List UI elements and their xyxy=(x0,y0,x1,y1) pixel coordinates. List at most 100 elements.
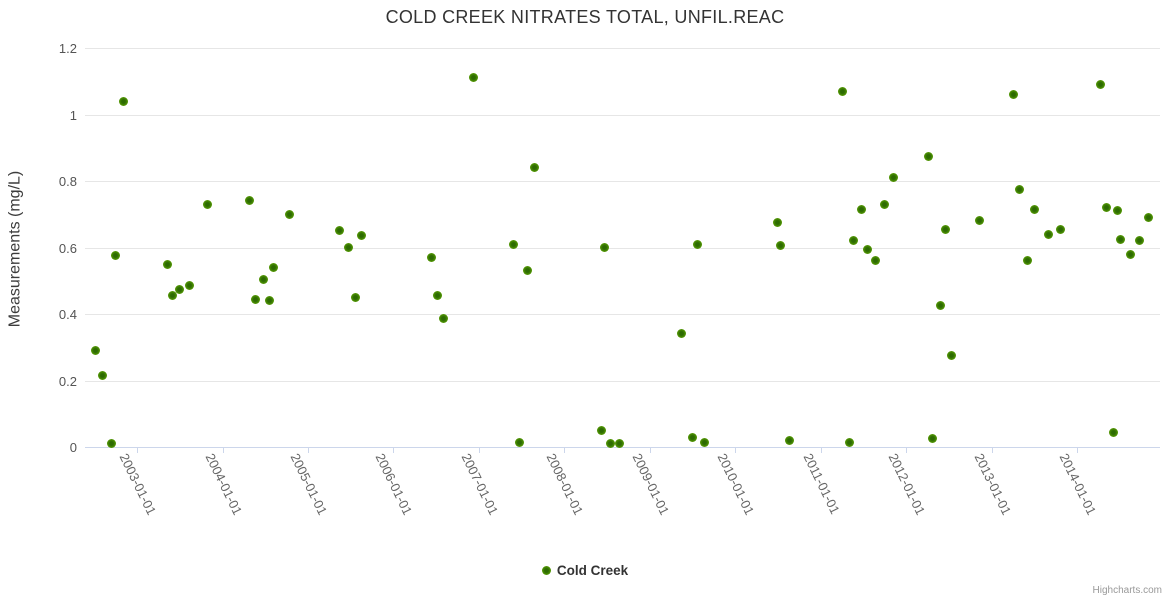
data-point[interactable] xyxy=(1134,236,1144,246)
x-axis-label: 2007-01-01 xyxy=(458,451,502,518)
x-axis-tick xyxy=(649,447,651,453)
data-point[interactable] xyxy=(1023,256,1033,266)
y-gridline xyxy=(85,114,1160,116)
data-point[interactable] xyxy=(688,432,698,442)
legend-marker-icon xyxy=(541,565,551,575)
x-axis-label: 2014-01-01 xyxy=(1056,451,1100,518)
y-axis-label: 0.2 xyxy=(58,373,77,389)
data-point[interactable] xyxy=(343,243,353,252)
data-point[interactable] xyxy=(857,204,867,214)
x-axis-label: 2011-01-01 xyxy=(800,451,843,517)
data-point[interactable] xyxy=(863,244,873,254)
data-point[interactable] xyxy=(284,209,294,219)
data-point[interactable] xyxy=(1112,206,1122,216)
x-axis-label: 2008-01-01 xyxy=(543,451,587,518)
x-axis-label: 2013-01-01 xyxy=(971,451,1014,518)
legend-label: Cold Creek xyxy=(556,562,629,578)
data-point[interactable] xyxy=(351,292,361,302)
data-point[interactable] xyxy=(529,163,539,173)
data-point[interactable] xyxy=(837,86,847,96)
data-point[interactable] xyxy=(1108,427,1118,437)
data-point[interactable] xyxy=(162,259,172,269)
data-point[interactable] xyxy=(776,241,786,251)
x-axis-tick xyxy=(308,447,310,453)
data-point[interactable] xyxy=(1101,203,1111,213)
data-point[interactable] xyxy=(597,425,607,435)
data-point[interactable] xyxy=(118,96,128,106)
data-point[interactable] xyxy=(259,274,269,284)
x-axis-tick xyxy=(478,447,480,453)
data-point[interactable] xyxy=(935,301,945,311)
y-axis-label: 1.2 xyxy=(58,41,77,56)
data-point[interactable] xyxy=(98,371,108,380)
data-point[interactable] xyxy=(785,435,795,445)
data-point[interactable] xyxy=(184,281,194,291)
data-point[interactable] xyxy=(509,239,519,249)
y-axis-label: 0.8 xyxy=(58,174,77,189)
x-axis-tick xyxy=(137,447,139,453)
data-point[interactable] xyxy=(676,329,686,339)
x-axis-tick xyxy=(991,447,993,453)
data-point[interactable] xyxy=(946,351,956,361)
data-point[interactable] xyxy=(1043,229,1053,239)
x-axis-line xyxy=(85,447,1160,448)
highcharts-credits-link[interactable]: Highcharts.com xyxy=(1092,585,1162,596)
data-point[interactable] xyxy=(111,251,121,261)
y-gridline xyxy=(85,247,1160,249)
data-point[interactable] xyxy=(427,252,437,262)
y-gridline xyxy=(85,380,1160,382)
x-axis-label: 2009-01-01 xyxy=(629,451,672,518)
data-point[interactable] xyxy=(515,437,525,447)
data-point[interactable] xyxy=(1008,90,1018,100)
x-axis-label: 2003-01-01 xyxy=(116,451,160,518)
data-point[interactable] xyxy=(923,151,933,161)
data-point[interactable] xyxy=(469,73,479,83)
x-axis-label: 2012-01-01 xyxy=(885,451,929,518)
data-point[interactable] xyxy=(928,434,938,444)
data-point[interactable] xyxy=(175,284,185,294)
data-point[interactable] xyxy=(600,243,610,252)
data-point[interactable] xyxy=(269,262,279,272)
data-point[interactable] xyxy=(1015,184,1025,194)
data-point[interactable] xyxy=(845,437,855,447)
data-point[interactable] xyxy=(106,439,116,449)
data-point[interactable] xyxy=(335,226,345,236)
data-point[interactable] xyxy=(202,199,212,209)
y-gridline xyxy=(85,181,1160,182)
legend-item-cold-creek[interactable]: Cold Creek xyxy=(0,561,1170,579)
data-point[interactable] xyxy=(1029,204,1039,214)
data-point[interactable] xyxy=(1116,234,1126,244)
chart-title: COLD CREEK NITRATES TOTAL, UNFIL.REAC xyxy=(385,7,785,27)
data-point[interactable] xyxy=(1056,224,1066,234)
data-point[interactable] xyxy=(772,218,782,228)
data-point[interactable] xyxy=(880,199,890,209)
data-point[interactable] xyxy=(606,439,616,449)
x-axis-label: 2004-01-01 xyxy=(202,451,245,518)
x-axis-tick xyxy=(393,447,395,453)
data-point[interactable] xyxy=(693,239,703,249)
data-point[interactable] xyxy=(870,256,880,266)
data-point[interactable] xyxy=(975,216,985,226)
data-point[interactable] xyxy=(433,291,443,301)
data-point[interactable] xyxy=(1125,249,1135,259)
data-point[interactable] xyxy=(438,314,448,324)
y-axis-label: 1 xyxy=(69,107,77,123)
data-point[interactable] xyxy=(700,437,710,447)
data-point[interactable] xyxy=(523,266,533,276)
data-point[interactable] xyxy=(1095,80,1105,90)
data-point[interactable] xyxy=(265,296,275,306)
data-point[interactable] xyxy=(941,224,950,234)
data-point[interactable] xyxy=(167,291,177,301)
x-axis-tick xyxy=(820,447,822,453)
data-point[interactable] xyxy=(356,231,366,241)
data-point[interactable] xyxy=(615,439,625,449)
data-point[interactable] xyxy=(888,173,898,183)
data-point[interactable] xyxy=(250,294,260,304)
x-axis-label: 2005-01-01 xyxy=(287,451,331,518)
data-point[interactable] xyxy=(848,236,858,246)
y-axis-label: 0 xyxy=(69,440,77,455)
data-point[interactable] xyxy=(244,196,254,206)
data-point[interactable] xyxy=(90,346,100,356)
data-point[interactable] xyxy=(1143,213,1153,223)
